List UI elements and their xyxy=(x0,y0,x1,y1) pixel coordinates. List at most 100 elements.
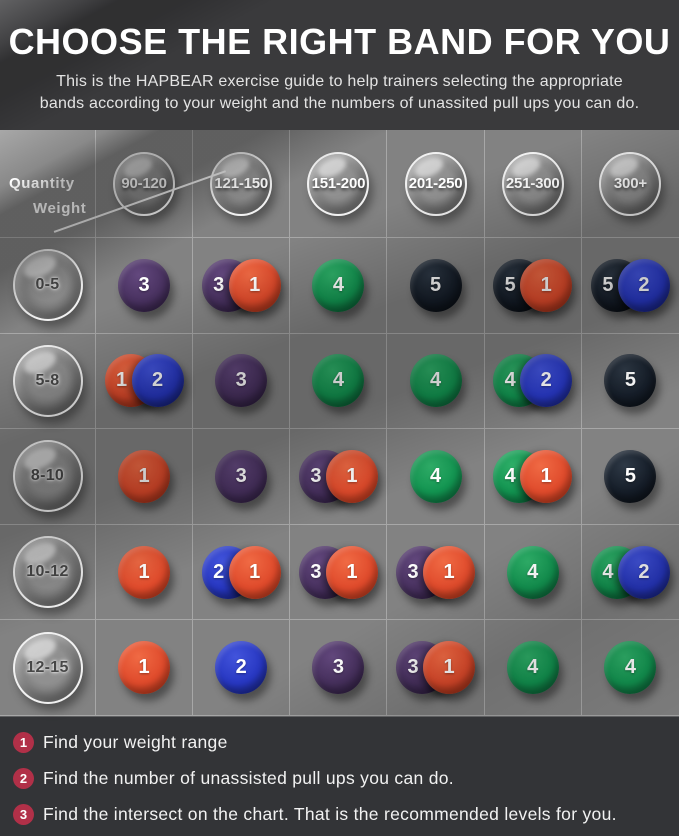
glass-bubble-icon: 300+ xyxy=(599,151,662,216)
glass-bubble-icon: 90-120 xyxy=(113,151,176,216)
glass-bubble-icon: 5-8 xyxy=(12,344,83,417)
band-number: 4 xyxy=(332,369,344,392)
band-group: 5 xyxy=(604,354,657,408)
band-level-2: 2 xyxy=(215,641,268,695)
band-number: 3 xyxy=(407,560,419,583)
band-level-3: 3 xyxy=(215,354,268,408)
band-level-3: 3 xyxy=(215,449,268,503)
quantity-row-header: 5-8 xyxy=(0,333,96,430)
band-level-1: 1 xyxy=(423,641,476,695)
band-level-2: 2 xyxy=(131,354,184,408)
band-cell: 5 xyxy=(581,429,679,525)
band-number: 4 xyxy=(332,273,344,296)
band-group: 3 xyxy=(118,258,171,312)
band-number: 1 xyxy=(138,464,150,487)
weight-range-label: 90-120 xyxy=(121,175,167,192)
glass-bubble-icon: 201-250 xyxy=(404,151,467,216)
band-number: 1 xyxy=(249,560,261,583)
band-number: 4 xyxy=(430,464,442,487)
band-number: 3 xyxy=(138,273,150,296)
band-level-1: 1 xyxy=(520,449,573,503)
band-level-1: 1 xyxy=(325,449,378,503)
band-level-1: 1 xyxy=(118,641,171,695)
band-level-1: 1 xyxy=(520,258,573,312)
band-level-5: 5 xyxy=(409,258,462,312)
band-number: 3 xyxy=(310,464,322,487)
band-cell: 4 xyxy=(581,620,679,716)
band-number: 2 xyxy=(638,273,650,296)
band-cell: 4 xyxy=(484,620,582,716)
corner-cell: Quantity Weight xyxy=(0,130,226,238)
band-number: 1 xyxy=(540,273,552,296)
glass-bubble-icon: 251-300 xyxy=(501,151,564,216)
band-level-5: 5 xyxy=(604,354,657,408)
subtitle: This is the HAPBEAR exercise guide to he… xyxy=(10,71,670,116)
quantity-range-label: 8-10 xyxy=(30,467,65,485)
band-group: 2 xyxy=(215,641,268,695)
band-level-4: 4 xyxy=(312,258,365,312)
band-group: 4 xyxy=(312,258,365,312)
legend: 1 Find your weight range 2 Find the numb… xyxy=(0,716,679,836)
step-text: Find the number of unassisted pull ups y… xyxy=(43,768,454,788)
subtitle-line-2: bands according to your weight and the n… xyxy=(39,95,640,113)
band-cell: 3 xyxy=(96,238,194,334)
band-cell: 4 xyxy=(290,333,388,430)
band-number: 3 xyxy=(310,560,322,583)
step-text: Find your weight range xyxy=(43,732,228,752)
quantity-row-header: 10-12 xyxy=(0,524,96,621)
corner-quantity-label: Quantity xyxy=(9,175,75,192)
quantity-range-label: 12-15 xyxy=(26,658,69,676)
band-level-2: 2 xyxy=(520,354,573,408)
band-number: 2 xyxy=(235,656,247,679)
band-number: 1 xyxy=(116,369,128,392)
step-number-badge: 2 xyxy=(13,768,34,789)
band-number: 3 xyxy=(332,656,344,679)
band-group: 3 xyxy=(312,641,365,695)
band-cell: 5 xyxy=(581,334,679,430)
quantity-row-header: 12-15 xyxy=(0,620,96,716)
band-cell: 4 xyxy=(290,238,388,334)
quantity-range-label: 0-5 xyxy=(35,276,60,294)
band-number: 1 xyxy=(138,560,150,583)
glass-bubble-icon: 151-200 xyxy=(307,151,370,216)
band-level-3: 3 xyxy=(312,641,365,695)
band-cell: 3 xyxy=(193,333,291,430)
band-cell: 3 xyxy=(290,620,388,716)
band-cell: 1 xyxy=(96,429,194,525)
band-level-1: 1 xyxy=(228,545,281,599)
band-group: 4 xyxy=(312,354,365,408)
weight-column-header: 90-120 xyxy=(96,130,194,238)
band-cell: 5 xyxy=(387,238,485,334)
quantity-range-label: 5-8 xyxy=(35,371,60,389)
band-number: 5 xyxy=(624,464,636,487)
band-number: 4 xyxy=(527,656,539,679)
band-level-1: 1 xyxy=(118,449,171,503)
band-level-4: 4 xyxy=(409,354,462,408)
glass-bubble-icon: 0-5 xyxy=(12,249,83,322)
band-level-2: 2 xyxy=(617,258,670,312)
step-number-badge: 1 xyxy=(13,732,34,753)
band-number: 4 xyxy=(624,656,636,679)
band-group: 3 xyxy=(215,354,268,408)
band-selection-chart: Quantity Weight 90-120 121-150 151-200 201-… xyxy=(0,130,679,716)
band-group: 5 xyxy=(409,258,462,312)
band-cell: 3 xyxy=(193,429,291,525)
band-group: 5 xyxy=(604,449,657,503)
band-number: 5 xyxy=(602,273,614,296)
band-number: 4 xyxy=(504,464,516,487)
band-level-1: 1 xyxy=(325,545,378,599)
band-cell: 4 xyxy=(484,524,582,621)
band-number: 3 xyxy=(235,464,247,487)
